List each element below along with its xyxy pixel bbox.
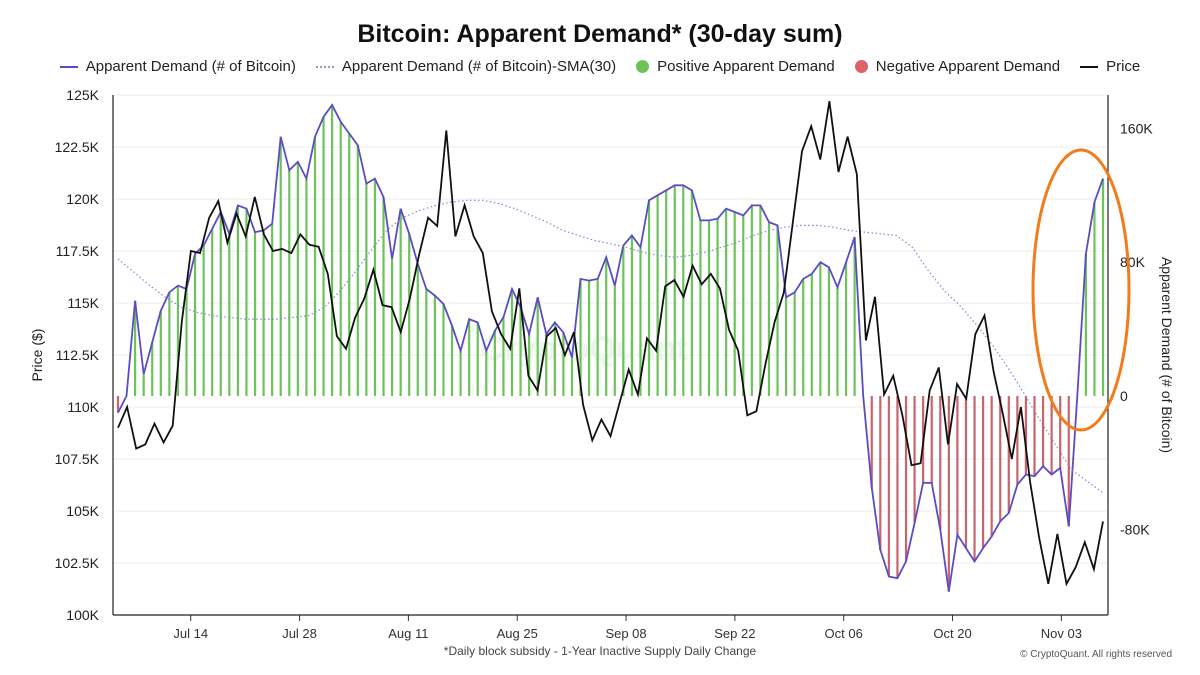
y-right-tick-label: 0 <box>1120 388 1128 404</box>
series-lines <box>117 101 1104 592</box>
legend-item-negative[interactable]: Negative Apparent Demand <box>854 58 1061 75</box>
y-right-tick-label: -80K <box>1120 522 1150 538</box>
axis-labels: 125K 122.5K 120K 117.5K 115K 112.5K 110K 107.5K… <box>29 87 1175 641</box>
y-right-axis-title: Apparent Demand (# of Bitcoin) <box>1159 257 1175 453</box>
y-right-tick-label: 160K <box>1120 120 1153 136</box>
legend-item-price[interactable]: Price <box>1080 58 1140 75</box>
x-tick-label: Nov 03 <box>1041 626 1082 641</box>
y-left-tick-label: 110K <box>67 399 99 415</box>
legend-label: Negative Apparent Demand <box>875 58 1061 75</box>
legend-line-swatch <box>59 65 78 68</box>
y-left-tick-label: 115K <box>67 295 99 311</box>
y-right-tick-label: 80K <box>1120 254 1146 270</box>
y-left-tick-label: 125K <box>66 87 99 103</box>
watermark: CryptoQuant <box>480 330 688 368</box>
legend-dot-swatch <box>636 60 650 73</box>
x-tick-label: Oct 20 <box>933 626 971 641</box>
legend-item-apparent-demand[interactable]: Apparent Demand (# of Bitcoin) <box>59 58 296 75</box>
price-line <box>117 101 1104 587</box>
highlight-ellipse <box>1031 148 1131 432</box>
legend-label: Positive Apparent Demand <box>657 58 835 75</box>
legend-item-positive[interactable]: Positive Apparent Demand <box>636 58 835 75</box>
y-left-tick-label: 112.5K <box>56 347 100 363</box>
sma-line <box>117 199 1104 494</box>
legend-label: Apparent Demand (# of Bitcoin)-SMA(30) <box>341 58 617 75</box>
legend-item-sma[interactable]: Apparent Demand (# of Bitcoin)-SMA(30) <box>315 58 617 75</box>
x-tick-label: Jul 14 <box>173 626 208 641</box>
annotation-layer <box>1031 148 1131 432</box>
y-left-tick-label: 117.5K <box>56 243 100 259</box>
y-left-tick-label: 105K <box>66 503 99 519</box>
copyright: © CryptoQuant. All rights reserved <box>1020 649 1172 660</box>
legend-dotted-swatch <box>315 65 334 68</box>
y-left-tick-label: 102.5K <box>55 555 100 571</box>
legend-label: Price <box>1106 58 1141 75</box>
x-tick-label: Aug 25 <box>497 626 538 641</box>
x-tick-label: Sep 08 <box>605 626 646 641</box>
apparent-demand-line <box>117 103 1104 592</box>
x-tick-label: Oct 06 <box>825 626 863 641</box>
chart-title: Bitcoin: Apparent Demand* (30-day sum) <box>357 20 843 48</box>
y-left-axis-title: Price ($) <box>29 329 45 382</box>
y-left-tick-label: 120K <box>66 191 99 207</box>
x-tick-label: Aug 11 <box>388 626 428 641</box>
legend-dot-swatch <box>854 60 868 73</box>
x-tick-label: Sep 22 <box>714 626 755 641</box>
y-left-tick-label: 100K <box>66 607 99 623</box>
demand-bars <box>116 105 1105 592</box>
x-tick-label: Jul 28 <box>282 626 317 641</box>
y-left-tick-label: 122.5K <box>55 139 100 155</box>
y-left-tick-label: 107.5K <box>55 451 100 467</box>
legend-line-swatch <box>1080 65 1099 68</box>
legend: Apparent Demand (# of Bitcoin) Apparent … <box>0 58 1200 75</box>
axes <box>112 95 1109 621</box>
legend-label: Apparent Demand (# of Bitcoin) <box>85 58 296 75</box>
footnote: *Daily block subsidy - 1-Year Inactive S… <box>443 644 757 658</box>
